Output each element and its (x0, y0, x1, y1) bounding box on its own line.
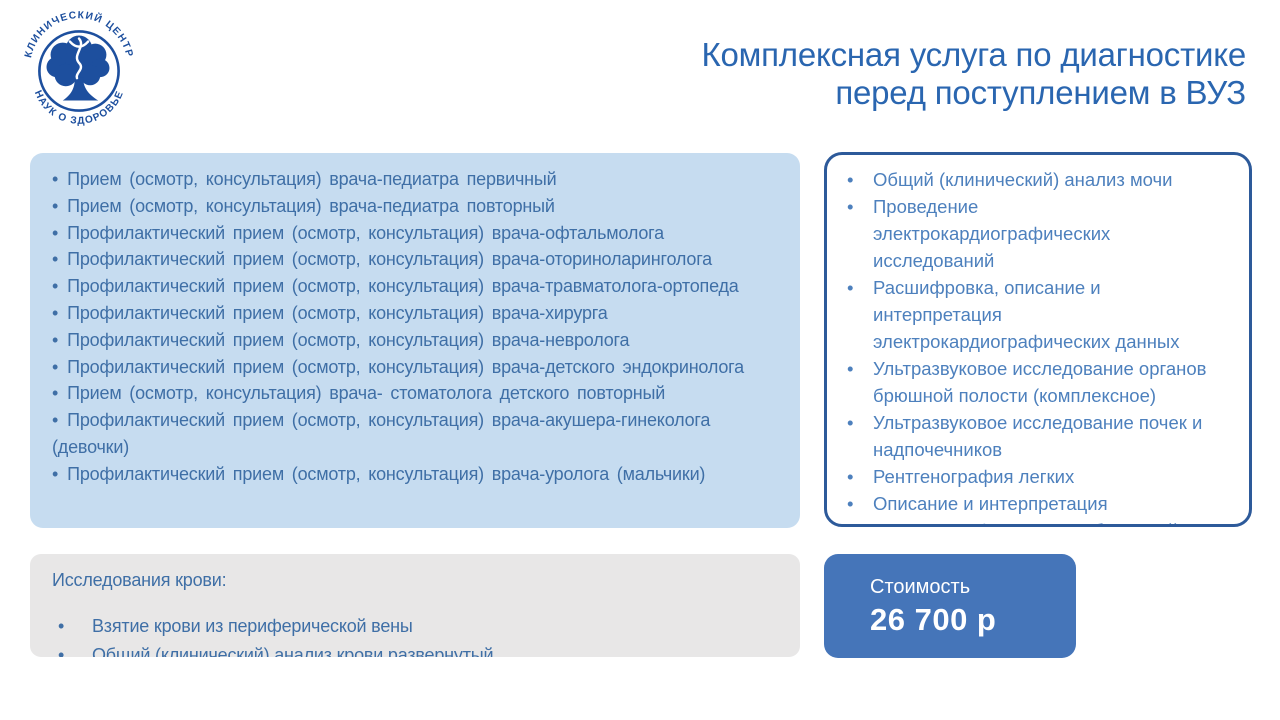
consultation-list-item-text: Профилактический прием (осмотр, консульт… (67, 249, 712, 270)
bullet-icon: • (847, 466, 854, 487)
bullet-icon: • (52, 356, 59, 377)
consultation-list-item-text: Профилактический прием (осмотр, консульт… (52, 410, 711, 457)
consultation-list-item: • Профилактический прием (осмотр, консуль… (52, 246, 760, 273)
clinic-logo: КЛИНИЧЕСКИЙ ЦЕНТР НАУК О ЗДОРОВЬЕ (23, 10, 133, 127)
diagnostic-list-item-text: Расшифровка, описание и интерпретация эл… (873, 277, 1180, 352)
blood-test-list-item: • Общий (клинический) анализ крови развер… (52, 641, 776, 658)
bullet-icon: • (52, 302, 59, 323)
price-label: Стоимость (870, 576, 971, 598)
diagnostic-list-item-text: Проведение электрокардиографических иссл… (873, 196, 1111, 271)
consultation-list-item-text: Профилактический прием (осмотр, консульт… (67, 302, 608, 323)
consultation-list-item: • Профилактический прием (осмотр, консуль… (52, 461, 760, 488)
blood-tests-panel: Исследования крови: • Взятие крови из пер… (30, 554, 800, 657)
diagnostic-list-item-text: Описание и интерпретация рентгенографиче… (873, 493, 1178, 524)
consultation-list-item-text: Прием (осмотр, консультация) врача- стом… (67, 383, 666, 404)
bullet-icon: • (52, 383, 59, 404)
consultation-list-item: • Профилактический прием (осмотр, консуль… (52, 273, 760, 300)
consultation-list-item: • Профилактический прием (осмотр, консуль… (52, 327, 760, 354)
bullet-icon: • (52, 410, 59, 431)
bullet-icon: • (847, 493, 854, 514)
consultation-list-item: • Профилактический прием (осмотр, консуль… (52, 220, 760, 247)
consultation-list-item-text: Профилактический прием (осмотр, консульт… (67, 222, 664, 243)
diagnostic-list-item: • Проведение электрокардиографических исс… (843, 193, 1215, 274)
consultation-list-item: • Прием (осмотр, консультация) врача-педи… (52, 193, 760, 220)
consultation-list-item: • Профилактический прием (осмотр, консуль… (52, 300, 760, 327)
blood-tests-list: • Взятие крови из периферической вены • Об… (52, 612, 776, 657)
snake-bowl-icon (68, 37, 90, 80)
diagnostic-list-item: • Описание и интерпретация рентгенографич… (843, 490, 1215, 524)
diagnostics-panel: • Общий (клинический) анализ мочи • Провед… (824, 152, 1252, 527)
consultation-list-item: • Прием (осмотр, консультация) врача-педи… (52, 166, 760, 193)
consultation-list-item-text: Прием (осмотр, консультация) врача-педиа… (67, 195, 555, 216)
bullet-icon: • (847, 412, 854, 433)
bullet-icon: • (847, 169, 854, 190)
bullet-icon: • (52, 463, 59, 484)
diagnostic-list-item: • Расшифровка, описание и интерпретация э… (843, 274, 1215, 355)
consultation-list-item-text: Прием (осмотр, консультация) врача-педиа… (67, 169, 557, 189)
consultation-list-item-text: Профилактический прием (осмотр, консульт… (67, 356, 744, 377)
blood-test-list-item: • Взятие крови из периферической вены (52, 612, 776, 641)
blood-test-list-item-text: Взятие крови из периферической вены (92, 616, 413, 636)
price-card: Стоимость 26 700 р (824, 554, 1076, 658)
consultation-list-item: • Профилактический прием (осмотр, консуль… (52, 354, 760, 381)
diagnostic-list-item: • Общий (клинический) анализ мочи (843, 166, 1215, 193)
blood-test-list-item-text: Общий (клинический) анализ крови разверн… (92, 644, 494, 658)
diagnostic-list-item-text: Ультразвуковое исследование почек и надп… (873, 412, 1203, 460)
diagnostic-list-item-text: Рентгенография легких (873, 466, 1075, 487)
consultation-list-item: • Прием (осмотр, консультация) врача- сто… (52, 380, 760, 407)
bullet-icon: • (52, 329, 59, 350)
bullet-icon: • (52, 169, 59, 189)
diagnostic-list-item: • Ультразвуковое исследование почек и над… (843, 409, 1215, 463)
bullet-icon: • (52, 222, 59, 243)
diagnostic-list-item-text: Ультразвуковое исследование органов брюш… (873, 358, 1207, 406)
bullet-icon: • (847, 358, 854, 379)
price-value: 26 700 р (870, 602, 997, 637)
bullet-icon: • (847, 196, 854, 217)
logo-ring (38, 30, 120, 112)
bullet-icon: • (58, 616, 65, 636)
consultations-panel: • Прием (осмотр, консультация) врача-педи… (30, 153, 800, 528)
tree-icon (46, 35, 110, 101)
bullet-icon: • (52, 249, 59, 270)
blood-tests-heading: Исследования крови: (52, 570, 227, 590)
diagnostic-list-item: • Ультразвуковое исследование органов брю… (843, 355, 1215, 409)
bullet-icon: • (52, 276, 59, 297)
page-title: Комплексная услуга по диагностике перед … (486, 36, 1246, 112)
consultation-list-item-text: Профилактический прием (осмотр, консульт… (67, 329, 630, 350)
page-title-line2: перед поступлением в ВУЗ (835, 74, 1246, 111)
bullet-icon: • (847, 277, 854, 298)
diagnostic-list-item: • Рентгенография легких (843, 463, 1215, 490)
consultation-list-item: • Профилактический прием (осмотр, консуль… (52, 407, 760, 461)
bullet-icon: • (52, 195, 59, 216)
bullet-icon: • (58, 644, 65, 658)
consultation-list-item-text: Профилактический прием (осмотр, консульт… (67, 463, 706, 484)
diagnostic-list-item-text: Общий (клинический) анализ мочи (873, 169, 1173, 190)
page-title-line1: Комплексная услуга по диагностике (701, 36, 1246, 73)
consultation-list-item-text: Профилактический прием (осмотр, консульт… (67, 276, 739, 297)
